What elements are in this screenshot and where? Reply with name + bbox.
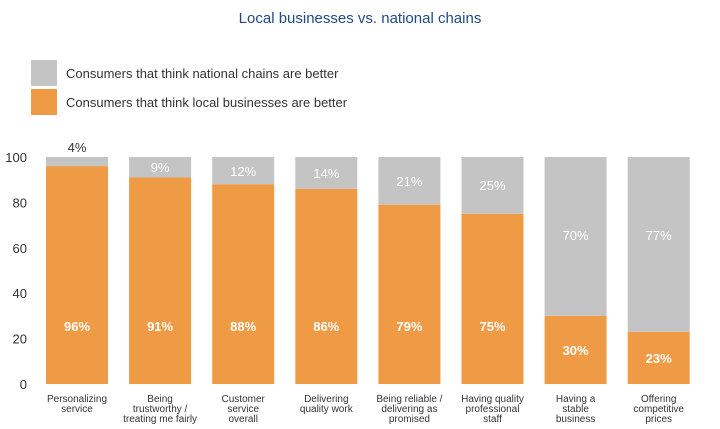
chart-legend: Consumers that think national chains are… [31,60,347,118]
data-label-national: 70% [563,228,589,243]
bar-national [378,157,441,205]
data-label-national: 77% [646,228,672,243]
legend-item-local: Consumers that think local businesses ar… [31,89,347,115]
category-label: Delivering quality work [300,394,354,415]
bar-national [295,157,358,189]
bar-national [212,157,275,185]
category-label: Having quality professional staff [461,394,524,425]
data-label-local: 86% [313,319,339,334]
legend-item-national: Consumers that think national chains are… [31,60,347,86]
bar-national [129,157,192,178]
bar-local [627,331,690,384]
bar-national [46,157,108,167]
y-tick-label: 0 [20,377,27,392]
bar-national [627,157,690,332]
y-tick-label: 20 [13,332,27,347]
data-label-national: 4% [68,140,87,155]
category-label: Personalizing service [47,394,107,415]
data-label-national: 12% [230,164,256,179]
bar-local [544,315,607,384]
bar-national [544,157,607,316]
legend-label-local: Consumers that think local businesses ar… [66,94,348,110]
data-label-local: 30% [563,343,589,358]
legend-swatch-national [31,60,57,86]
category-label: Customer service overall [222,394,266,425]
category-label: Having a stable business [556,394,596,425]
y-tick-label: 80 [13,195,27,210]
bar-local [295,188,358,384]
bar-national [461,157,524,214]
data-label-local: 91% [147,319,173,334]
category-label: Being reliable / delivering as promised [376,394,442,425]
category-label: Offering competitive prices [633,394,684,425]
data-label-national: 25% [479,178,505,193]
y-tick-label: 100 [5,150,27,165]
bar-local [46,166,108,384]
data-label-local: 96% [64,319,90,334]
data-label-national: 14% [313,166,339,181]
bar-local [129,177,192,384]
data-label-local: 79% [396,319,422,334]
data-label-national: 9% [151,160,170,175]
legend-swatch-local [31,89,57,115]
y-tick-label: 60 [13,241,27,256]
legend-label-national: Consumers that think national chains are… [66,65,339,81]
bar-local [378,204,441,384]
data-label-local: 88% [230,319,256,334]
y-tick-label: 40 [13,286,27,301]
data-label-local: 23% [646,351,672,366]
chart-title: Local businesses vs. national chains [238,10,482,27]
data-label-national: 21% [396,174,422,189]
category-label: Being trustworthy / treating me fairly [123,394,197,425]
bar-local [212,184,275,384]
data-label-local: 75% [479,319,505,334]
bar-local [461,213,524,384]
